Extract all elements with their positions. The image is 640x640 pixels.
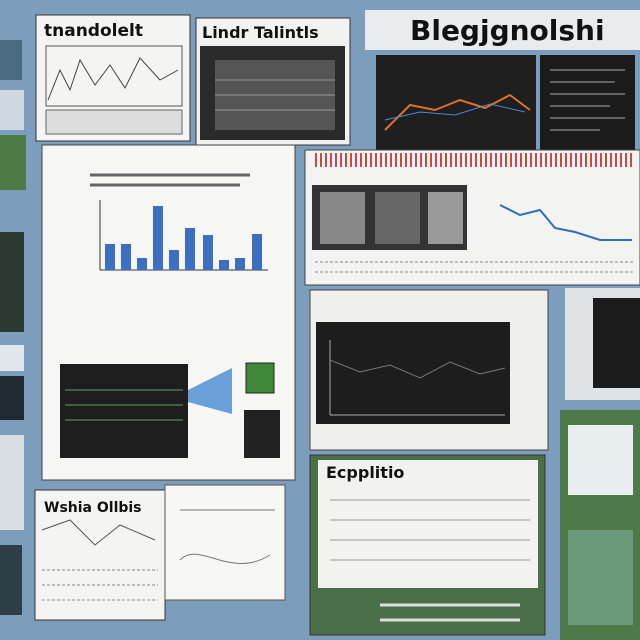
panel-title: Lindr Talintls bbox=[202, 23, 319, 42]
panel-title: Wshia Ollbis bbox=[44, 500, 142, 516]
panel-right bbox=[560, 288, 640, 640]
panel-title: Ecpplitio bbox=[326, 463, 404, 482]
panel-title: Blegjgnolshi bbox=[410, 14, 605, 47]
panel-top-middle: Lindr Talintls bbox=[195, 17, 351, 146]
panel-title: tnandolelt bbox=[44, 21, 143, 41]
panel-bottom-left: Wshia Ollbis bbox=[34, 484, 286, 621]
panel-top-left: tnandolelt bbox=[35, 14, 191, 142]
panel-left-chart bbox=[41, 144, 296, 481]
panel-bottom-middle: Ecpplitio bbox=[309, 454, 546, 636]
panel-middle-right bbox=[304, 149, 640, 286]
panel-top-right: Blegjgnolshi bbox=[365, 10, 640, 151]
left-strip bbox=[0, 40, 26, 615]
panel-center bbox=[309, 289, 549, 451]
